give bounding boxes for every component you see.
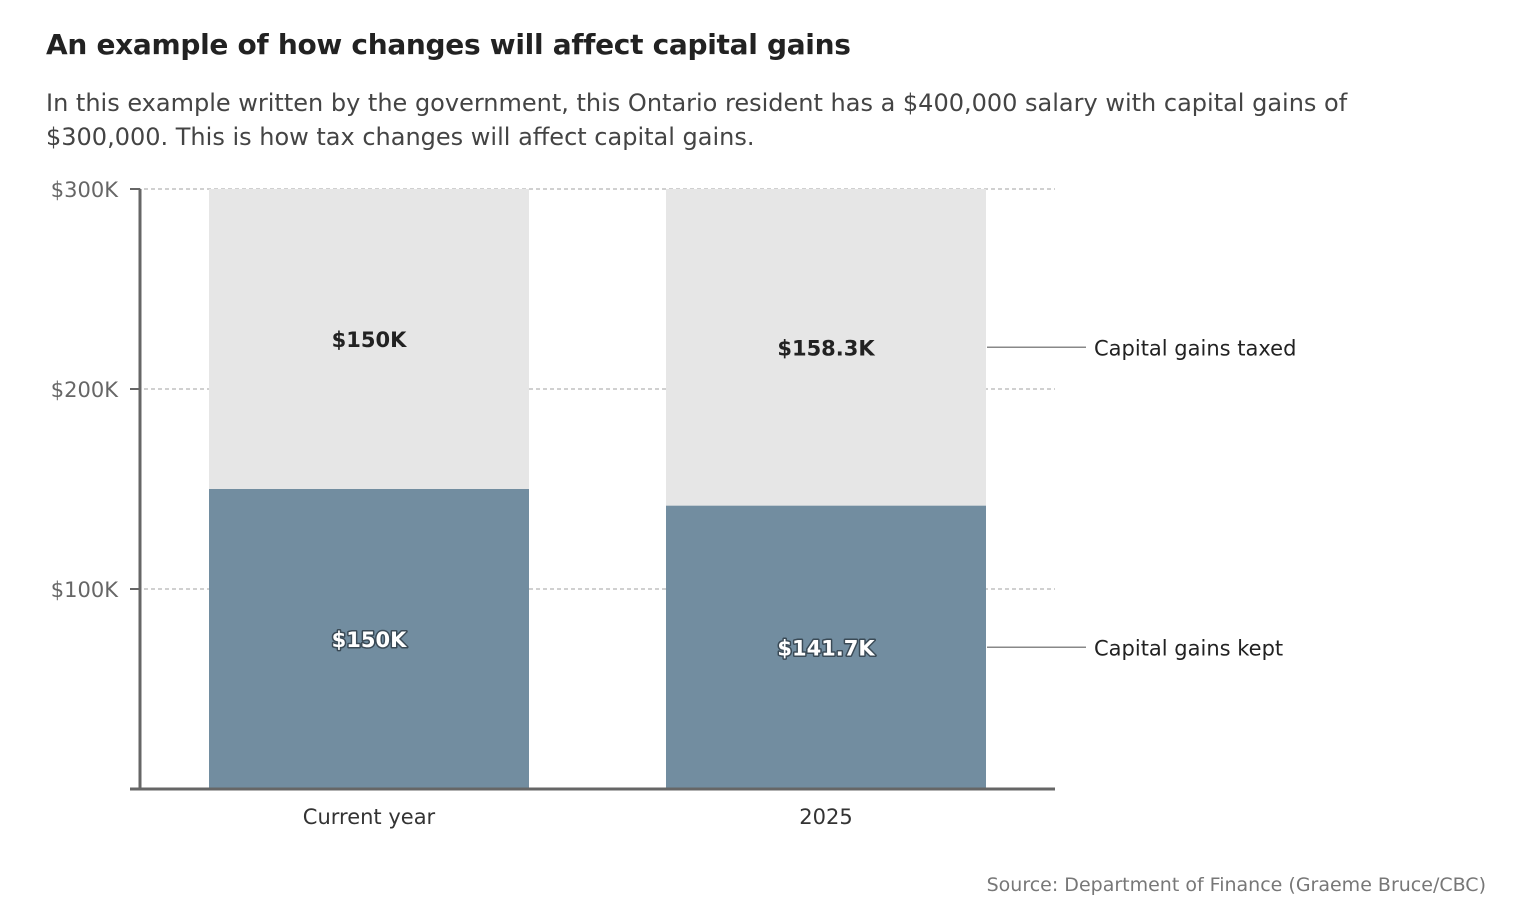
data-label: $150K bbox=[332, 628, 407, 652]
data-label: $150K bbox=[332, 328, 407, 352]
y-tick-label: $100K bbox=[51, 578, 119, 602]
x-category-label: 2025 bbox=[799, 805, 852, 829]
bar-taxed bbox=[666, 189, 986, 506]
data-label: $141.7K bbox=[777, 636, 875, 660]
legend-label-taxed: Capital gains taxed bbox=[1094, 336, 1296, 360]
source-note: Source: Department of Finance (Graeme Br… bbox=[986, 874, 1486, 896]
data-label: $158.3K bbox=[777, 336, 875, 360]
bar-kept bbox=[666, 505, 986, 789]
y-tick-label: $200K bbox=[51, 378, 119, 402]
chart-subtitle: In this example written by the governmen… bbox=[46, 89, 1348, 151]
chart-title: An example of how changes will affect ca… bbox=[46, 28, 851, 61]
legend-label-kept: Capital gains kept bbox=[1094, 636, 1283, 660]
x-category-label: Current year bbox=[303, 805, 436, 829]
bar-kept bbox=[209, 489, 529, 789]
bar-taxed bbox=[209, 189, 529, 489]
y-tick-label: $300K bbox=[51, 178, 119, 202]
